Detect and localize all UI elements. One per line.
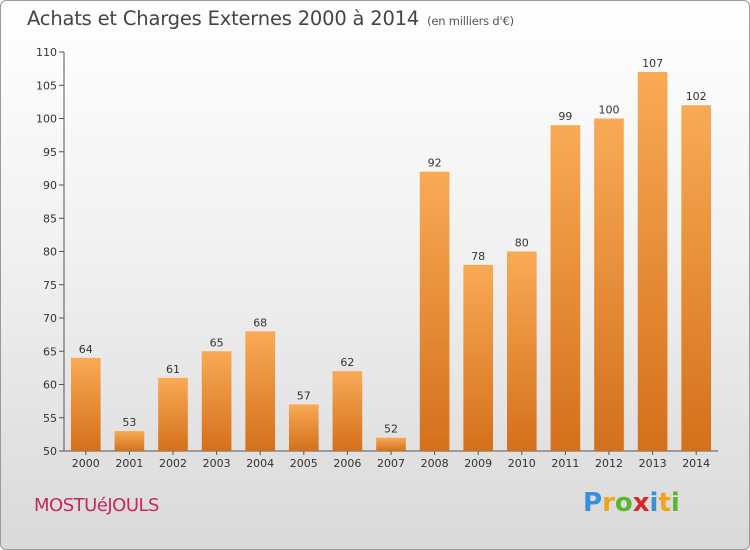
x-tick-label: 2014 (682, 457, 710, 470)
chart-subtitle: (en milliers d'€) (427, 14, 514, 28)
x-tick-label: 2007 (377, 457, 405, 470)
value-label: 107 (642, 57, 663, 70)
x-tick-label: 2004 (246, 457, 274, 470)
x-tick-label: 2011 (551, 457, 579, 470)
x-tick-label: 2008 (421, 457, 449, 470)
y-tick-label: 55 (43, 412, 57, 425)
y-tick-label: 60 (43, 379, 57, 392)
value-label: 78 (471, 250, 485, 263)
y-tick-label: 80 (43, 246, 57, 259)
y-tick-label: 90 (43, 179, 57, 192)
bar (681, 105, 712, 451)
bar (201, 351, 232, 451)
value-label: 52 (384, 423, 398, 436)
value-labels: 64 53 61 65 68 57 62 52 92 78 80 99 100 107 102 (79, 57, 707, 436)
y-tick-label: 110 (36, 46, 57, 59)
bar (376, 437, 406, 451)
proxiti-logo[interactable]: Proxiti (583, 488, 680, 518)
y-axis: 50 55 60 65 70 75 80 85 90 95 100 105 110 (36, 46, 65, 458)
bar (419, 171, 450, 451)
y-tick-label: 85 (43, 212, 57, 225)
bar (158, 377, 188, 451)
bar (506, 251, 537, 451)
value-label: 64 (79, 343, 93, 356)
value-label: 80 (515, 237, 529, 250)
y-tick-label: 50 (43, 445, 57, 458)
y-tick-label: 105 (36, 79, 57, 92)
bar (463, 264, 494, 451)
bar (114, 431, 145, 451)
bar (550, 125, 581, 452)
value-label: 53 (122, 416, 136, 429)
x-tick-label: 2005 (290, 457, 318, 470)
logo-letter: x (632, 488, 650, 518)
bars (70, 71, 712, 452)
y-tick-label: 65 (43, 345, 57, 358)
logo-letter: P (583, 488, 603, 518)
x-tick-label: 2009 (464, 457, 492, 470)
commune-name: MOSTUéJOULS (34, 495, 159, 516)
value-label: 102 (686, 90, 707, 103)
x-axis: 2000 2001 2002 2003 2004 2005 2006 2007 2008 2009… (64, 450, 718, 470)
bar (332, 371, 363, 451)
value-label: 61 (166, 363, 180, 376)
value-label: 100 (599, 104, 620, 117)
x-tick-label: 2003 (203, 457, 231, 470)
logo-letter: o (614, 488, 633, 518)
y-tick-label: 100 (36, 113, 57, 126)
bar (70, 357, 101, 451)
chart-title-text: Achats et Charges Externes 2000 à 2014 (27, 7, 420, 30)
bar (594, 118, 624, 451)
bar (245, 331, 276, 451)
value-label: 99 (558, 110, 572, 123)
x-tick-label: 2002 (159, 457, 187, 470)
x-tick-label: 2012 (595, 457, 623, 470)
value-label: 92 (428, 157, 442, 170)
bar (637, 71, 668, 451)
bar (288, 404, 319, 451)
logo-letter: r (602, 488, 615, 518)
y-tick-label: 95 (43, 146, 57, 159)
value-label: 68 (253, 316, 267, 329)
x-tick-label: 2000 (72, 457, 100, 470)
logo-letter: i (649, 488, 659, 518)
logo-letter: t (658, 488, 671, 518)
y-tick-label: 70 (43, 312, 57, 325)
y-tick-label: 75 (43, 279, 57, 292)
x-tick-label: 2006 (333, 457, 361, 470)
value-label: 57 (297, 389, 311, 402)
x-tick-label: 2010 (508, 457, 536, 470)
chart-title: Achats et Charges Externes 2000 à 2014 (e… (27, 7, 514, 30)
x-tick-label: 2013 (639, 457, 667, 470)
value-label: 65 (210, 336, 224, 349)
logo-letter: i (670, 488, 680, 518)
x-tick-label: 2001 (115, 457, 143, 470)
value-label: 62 (340, 356, 354, 369)
